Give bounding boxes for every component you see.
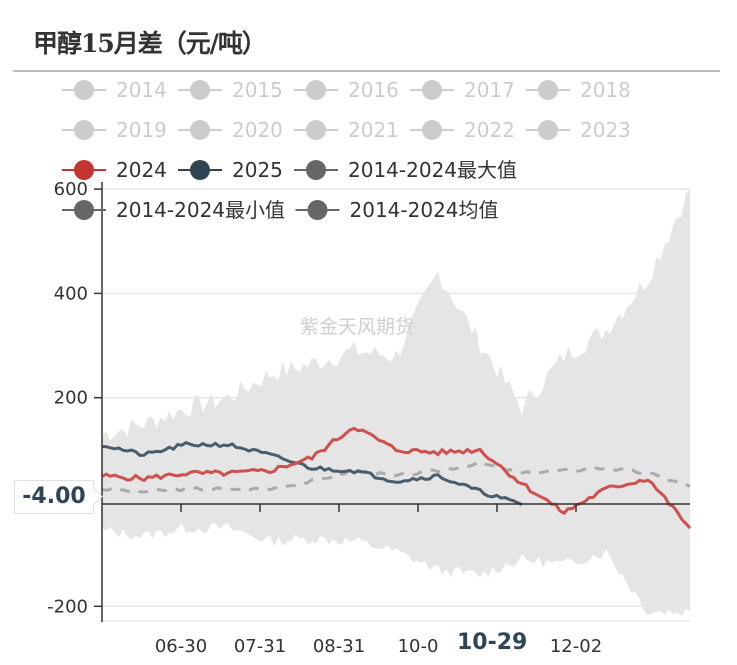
x-tick-label: 10-0 <box>398 636 439 657</box>
max-min-band <box>102 189 690 617</box>
legend-label: 2015 <box>232 78 283 102</box>
legend-item-2018[interactable]: 2018 <box>526 78 631 102</box>
legend-item-2014[interactable]: 2014 <box>62 78 167 102</box>
legend-item-2024[interactable]: 2024 <box>62 158 167 182</box>
legend-marker-icon <box>422 120 442 140</box>
legend-marker-icon <box>74 160 94 180</box>
legend-item-2019[interactable]: 2019 <box>62 118 167 142</box>
legend-marker-icon <box>306 120 326 140</box>
series-mean-line <box>101 459 691 494</box>
legend-label: 2023 <box>580 118 631 142</box>
y-tick-label: 400 <box>54 283 88 304</box>
legend-label: 2021 <box>348 118 399 142</box>
legend-item-2022[interactable]: 2022 <box>410 118 515 142</box>
y-tick-label: -200 <box>47 596 88 617</box>
series-2025-line <box>101 441 523 506</box>
legend-item-2023[interactable]: 2023 <box>526 118 631 142</box>
legend-item-2014-2024最大值[interactable]: 2014-2024最大值 <box>294 158 517 182</box>
legend-label: 2016 <box>348 78 399 102</box>
legend-label: 2022 <box>464 118 515 142</box>
legend-label: 2014-2024均值 <box>350 198 499 222</box>
legend-marker-icon <box>538 80 558 100</box>
x-tick-label: 06-30 <box>155 636 207 657</box>
x-tick-label: 08-31 <box>313 636 365 657</box>
legend-marker-icon <box>538 120 558 140</box>
legend-label: 2017 <box>464 78 515 102</box>
y-tick-label: 600 <box>54 179 88 200</box>
legend-marker-icon <box>422 80 442 100</box>
legend-label: 2014-2024最小值 <box>116 198 285 222</box>
legend-marker-icon <box>74 80 94 100</box>
x-tick-label: 07-31 <box>234 636 286 657</box>
legend: 2014 2015 2016 2017 2018 2019 2020 2021 2022 2023… <box>62 78 631 222</box>
legend-label: 2014-2024最大值 <box>348 158 517 182</box>
chart-title: 甲醇15月差（元/吨） <box>33 29 267 58</box>
legend-label: 2019 <box>116 118 167 142</box>
legend-label: 2025 <box>232 158 283 182</box>
legend-marker-icon <box>190 160 210 180</box>
legend-item-2014-2024均值[interactable]: 2014-2024均值 <box>295 198 499 222</box>
legend-item-2015[interactable]: 2015 <box>178 78 283 102</box>
legend-item-2021[interactable]: 2021 <box>294 118 399 142</box>
legend-marker-icon <box>307 200 328 220</box>
x-axis-pointer-label: 10-29 <box>453 630 532 655</box>
legend-label: 2018 <box>580 78 631 102</box>
x-tick-label: 12-02 <box>550 636 602 657</box>
legend-item-2020[interactable]: 2020 <box>178 118 283 142</box>
legend-label: 2020 <box>232 118 283 142</box>
legend-marker-icon <box>190 120 210 140</box>
legend-marker-icon <box>306 160 326 180</box>
y-axis-ticks: 600 400 200 -200 <box>47 179 102 617</box>
legend-marker-icon <box>306 80 326 100</box>
legend-label: 2014 <box>116 78 167 102</box>
legend-item-2025[interactable]: 2025 <box>178 158 283 182</box>
y-axis-pointer-label: -4.00 <box>14 480 94 514</box>
legend-marker-icon <box>190 80 210 100</box>
legend-label: 2024 <box>116 158 167 182</box>
y-tick-label: 200 <box>54 388 88 409</box>
legend-item-2017[interactable]: 2017 <box>410 78 515 102</box>
legend-marker-icon <box>74 120 94 140</box>
legend-marker-icon <box>74 200 94 220</box>
watermark: 紫金天风期货 <box>300 316 415 338</box>
legend-item-2016[interactable]: 2016 <box>294 78 399 102</box>
legend-item-2014-2024最小值[interactable]: 2014-2024最小值 <box>62 198 285 222</box>
title-divider <box>13 70 720 72</box>
series-2024-line <box>101 426 692 530</box>
x-axis-ticks: 06-30 07-31 08-31 10-0 12-02 <box>155 504 602 657</box>
